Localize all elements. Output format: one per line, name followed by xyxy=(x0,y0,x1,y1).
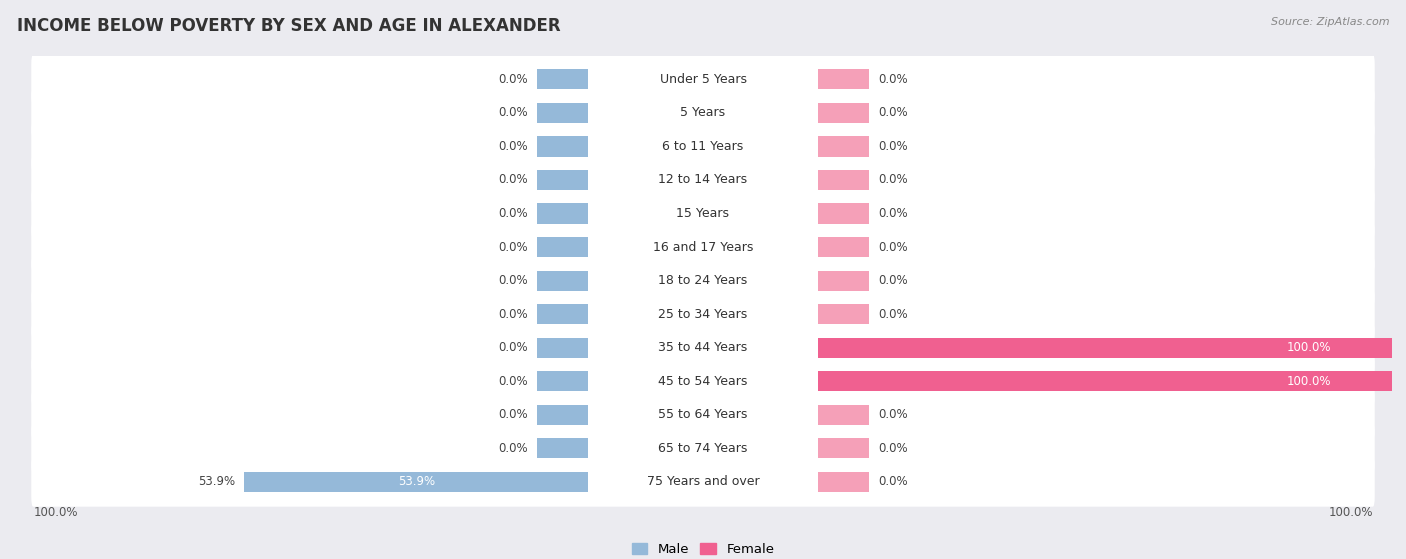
Text: 0.0%: 0.0% xyxy=(498,307,527,321)
Text: 0.0%: 0.0% xyxy=(879,207,908,220)
Text: 0.0%: 0.0% xyxy=(879,475,908,489)
FancyBboxPatch shape xyxy=(589,261,817,300)
Text: 75 Years and over: 75 Years and over xyxy=(647,475,759,489)
Text: 15 Years: 15 Years xyxy=(676,207,730,220)
Text: 16 and 17 Years: 16 and 17 Years xyxy=(652,240,754,254)
Bar xyxy=(537,69,588,89)
Text: 0.0%: 0.0% xyxy=(498,140,527,153)
Text: 45 to 54 Years: 45 to 54 Years xyxy=(658,375,748,388)
Text: 100.0%: 100.0% xyxy=(34,506,77,519)
FancyBboxPatch shape xyxy=(589,395,817,434)
Bar xyxy=(537,136,588,157)
Bar xyxy=(818,405,869,425)
Text: 0.0%: 0.0% xyxy=(879,73,908,86)
Text: 53.9%: 53.9% xyxy=(398,475,434,489)
Text: 0.0%: 0.0% xyxy=(879,307,908,321)
Text: 0.0%: 0.0% xyxy=(879,173,908,187)
FancyBboxPatch shape xyxy=(31,457,1375,506)
Legend: Male, Female: Male, Female xyxy=(626,537,780,559)
Text: 0.0%: 0.0% xyxy=(498,73,527,86)
Bar xyxy=(818,69,869,89)
FancyBboxPatch shape xyxy=(589,228,817,267)
Bar xyxy=(818,371,1406,391)
Bar xyxy=(818,237,869,257)
Text: 0.0%: 0.0% xyxy=(879,442,908,455)
Bar xyxy=(818,472,869,492)
Text: 0.0%: 0.0% xyxy=(498,106,527,120)
FancyBboxPatch shape xyxy=(589,93,817,132)
Text: 100.0%: 100.0% xyxy=(1286,341,1331,354)
Bar xyxy=(537,338,588,358)
Bar xyxy=(245,472,588,492)
Bar xyxy=(537,103,588,123)
Text: 65 to 74 Years: 65 to 74 Years xyxy=(658,442,748,455)
Text: 0.0%: 0.0% xyxy=(498,375,527,388)
FancyBboxPatch shape xyxy=(31,222,1375,272)
FancyBboxPatch shape xyxy=(31,122,1375,171)
FancyBboxPatch shape xyxy=(31,88,1375,138)
Bar xyxy=(537,203,588,224)
Text: 25 to 34 Years: 25 to 34 Years xyxy=(658,307,748,321)
FancyBboxPatch shape xyxy=(589,462,817,501)
Bar xyxy=(537,405,588,425)
Bar xyxy=(818,338,1406,358)
FancyBboxPatch shape xyxy=(589,160,817,200)
Text: 6 to 11 Years: 6 to 11 Years xyxy=(662,140,744,153)
Text: 0.0%: 0.0% xyxy=(498,274,527,287)
Bar xyxy=(537,371,588,391)
Bar xyxy=(537,438,588,458)
FancyBboxPatch shape xyxy=(31,390,1375,439)
Text: 100.0%: 100.0% xyxy=(1329,506,1372,519)
Bar xyxy=(818,136,869,157)
Text: 0.0%: 0.0% xyxy=(879,240,908,254)
FancyBboxPatch shape xyxy=(589,295,817,334)
Text: 0.0%: 0.0% xyxy=(879,274,908,287)
Text: 0.0%: 0.0% xyxy=(498,442,527,455)
Text: 18 to 24 Years: 18 to 24 Years xyxy=(658,274,748,287)
Text: 12 to 14 Years: 12 to 14 Years xyxy=(658,173,748,187)
FancyBboxPatch shape xyxy=(31,357,1375,406)
FancyBboxPatch shape xyxy=(31,155,1375,205)
Text: 0.0%: 0.0% xyxy=(498,240,527,254)
FancyBboxPatch shape xyxy=(31,424,1375,473)
Bar xyxy=(818,103,869,123)
Bar xyxy=(537,170,588,190)
Text: 0.0%: 0.0% xyxy=(498,408,527,421)
Bar xyxy=(537,271,588,291)
Text: INCOME BELOW POVERTY BY SEX AND AGE IN ALEXANDER: INCOME BELOW POVERTY BY SEX AND AGE IN A… xyxy=(17,17,561,35)
Bar xyxy=(537,237,588,257)
FancyBboxPatch shape xyxy=(31,323,1375,372)
Bar xyxy=(818,170,869,190)
Text: 0.0%: 0.0% xyxy=(879,106,908,120)
FancyBboxPatch shape xyxy=(31,290,1375,339)
FancyBboxPatch shape xyxy=(31,55,1375,104)
Bar xyxy=(818,271,869,291)
FancyBboxPatch shape xyxy=(589,328,817,367)
Text: 0.0%: 0.0% xyxy=(879,408,908,421)
Text: 0.0%: 0.0% xyxy=(498,207,527,220)
FancyBboxPatch shape xyxy=(589,429,817,468)
Text: 53.9%: 53.9% xyxy=(198,475,235,489)
Text: 100.0%: 100.0% xyxy=(1286,375,1331,388)
Bar xyxy=(537,304,588,324)
Text: 35 to 44 Years: 35 to 44 Years xyxy=(658,341,748,354)
FancyBboxPatch shape xyxy=(589,362,817,401)
FancyBboxPatch shape xyxy=(589,127,817,166)
Bar xyxy=(818,438,869,458)
Text: Source: ZipAtlas.com: Source: ZipAtlas.com xyxy=(1271,17,1389,27)
Bar xyxy=(818,203,869,224)
FancyBboxPatch shape xyxy=(589,194,817,233)
Text: 55 to 64 Years: 55 to 64 Years xyxy=(658,408,748,421)
Text: 5 Years: 5 Years xyxy=(681,106,725,120)
Text: 0.0%: 0.0% xyxy=(498,173,527,187)
Text: Under 5 Years: Under 5 Years xyxy=(659,73,747,86)
FancyBboxPatch shape xyxy=(31,256,1375,305)
Bar xyxy=(818,304,869,324)
FancyBboxPatch shape xyxy=(589,60,817,99)
FancyBboxPatch shape xyxy=(31,189,1375,238)
Text: 0.0%: 0.0% xyxy=(879,140,908,153)
Text: 0.0%: 0.0% xyxy=(498,341,527,354)
